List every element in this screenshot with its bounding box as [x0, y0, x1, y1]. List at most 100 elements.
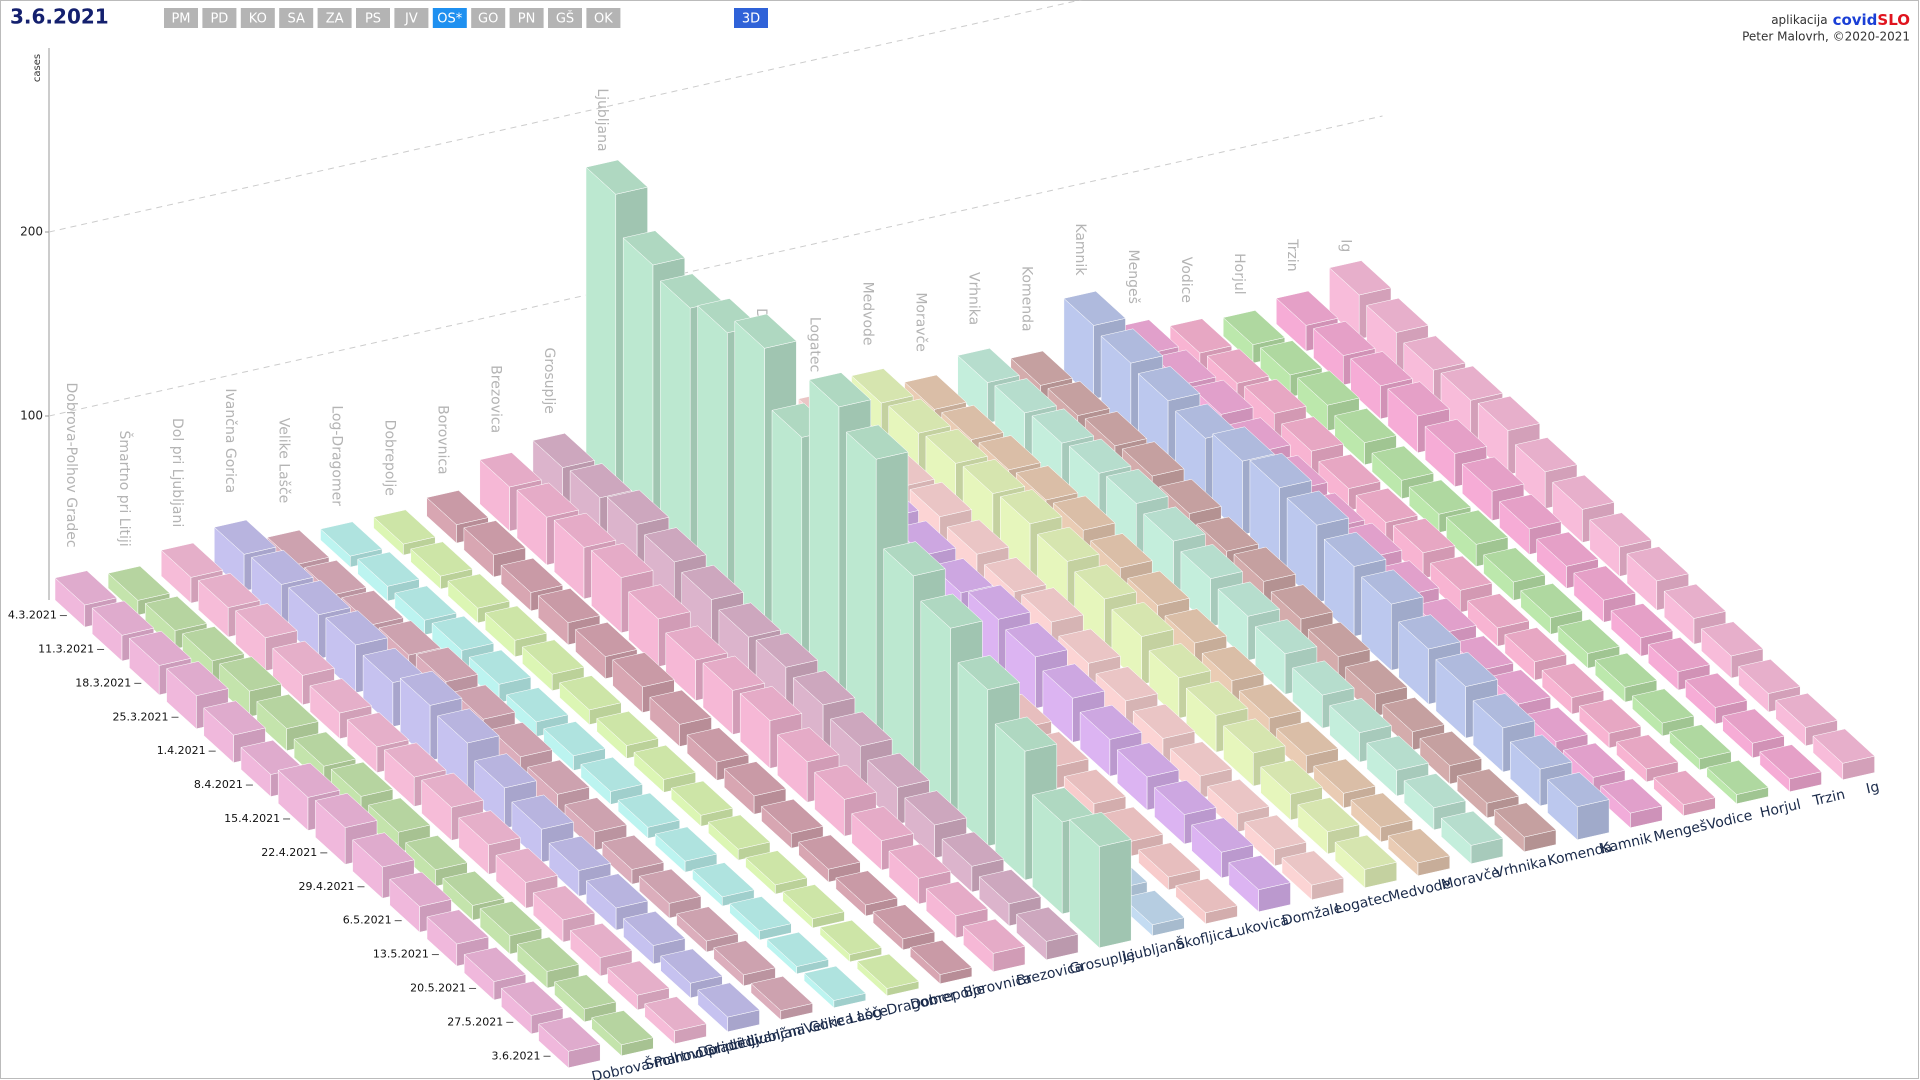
bar-top [755, 632, 819, 668]
bar-top [537, 588, 601, 623]
bar [516, 936, 580, 989]
nav-button[interactable]: OK [586, 8, 621, 28]
nav-button-bg [394, 8, 429, 28]
bar-top [1169, 318, 1233, 354]
bar-top [373, 509, 436, 545]
nav-button-bg [317, 8, 352, 28]
x-tick-label: 22.4.2021 [261, 846, 317, 859]
nav-button-bg [509, 8, 544, 28]
bar-top [1589, 512, 1652, 548]
nav-button[interactable]: SA [279, 8, 314, 28]
bar-top [904, 374, 967, 410]
bar [745, 850, 808, 895]
bar-top [798, 834, 861, 870]
view-toggle[interactable]: 3D [734, 8, 768, 28]
bar-top [1132, 703, 1196, 739]
bar [1600, 778, 1663, 829]
bar-top [782, 884, 845, 920]
bar [691, 862, 755, 907]
nav-button[interactable]: PM [164, 8, 198, 28]
bar-top [1382, 697, 1445, 732]
nav-button[interactable]: PN [509, 8, 544, 28]
bar-top [819, 919, 883, 955]
bar-top [181, 626, 245, 662]
bar [782, 884, 845, 929]
bar-top [569, 463, 633, 499]
bar-top [1573, 565, 1637, 601]
bar-top [999, 489, 1063, 525]
nav-button[interactable]: GO [471, 8, 506, 28]
bar-top [994, 378, 1058, 414]
bar [872, 904, 936, 951]
bar [1669, 724, 1732, 771]
nav-button[interactable]: PD [202, 8, 237, 28]
back-series-label: Dobrepolje [382, 420, 398, 496]
bar [543, 721, 606, 772]
nav-button[interactable]: GŠ [548, 8, 582, 28]
back-series-label: Kamnik [1072, 223, 1088, 276]
bar-top [845, 424, 909, 460]
bar-top [505, 687, 569, 723]
bar-top [1021, 587, 1084, 623]
bar-top [1201, 645, 1265, 681]
bar-top [107, 565, 171, 601]
bar-top [665, 625, 728, 661]
back-series-label: Vrhnika [966, 272, 982, 325]
bar-top [1116, 742, 1180, 778]
bar-top [628, 584, 691, 620]
x-tick-label: 8.4.2021 [194, 778, 243, 791]
bar [538, 1016, 601, 1069]
bar-top [1100, 328, 1164, 364]
view-toggle-bg [734, 8, 768, 28]
bar-top [1137, 366, 1201, 401]
x-tick-label: 11.3.2021 [38, 642, 94, 655]
bar [1175, 878, 1238, 925]
nav-button-label: PD [210, 12, 228, 27]
bar-top [1663, 583, 1727, 619]
bar-top [1445, 509, 1509, 545]
bar-top [415, 647, 479, 682]
nav-button-label: SA [288, 12, 305, 27]
bar-top [670, 780, 734, 816]
bar-top [484, 605, 548, 641]
bar [638, 868, 702, 919]
bar-top [888, 843, 952, 879]
bar-top [1063, 769, 1127, 804]
bar-top [1164, 608, 1228, 644]
bar-top [1169, 741, 1233, 777]
bar-top [500, 980, 564, 1016]
back-series-label: Ljubljana [594, 88, 610, 151]
x-tick-label: 15.4.2021 [224, 812, 280, 825]
brand-covid: covid [1833, 11, 1878, 29]
bar-top [1440, 810, 1504, 846]
bar-top [1514, 437, 1578, 473]
bar-top [1334, 408, 1397, 443]
nav-button[interactable]: OS* [432, 8, 467, 28]
bar-top [479, 901, 543, 936]
bar-top [378, 620, 442, 656]
back-series-label: Horjul [1231, 253, 1247, 295]
bar-top [1456, 768, 1520, 804]
bar-top [1069, 812, 1132, 847]
bar-top [452, 684, 516, 720]
bar-top [389, 871, 452, 907]
nav-button-bg [279, 8, 314, 28]
nav-button[interactable]: JV [394, 8, 429, 28]
back-series-label: Ig [1337, 239, 1353, 252]
bar-top [1068, 438, 1132, 474]
back-series-label: Ivančna Gorica [222, 388, 238, 493]
bar [1631, 688, 1695, 737]
bar-top [1180, 544, 1244, 579]
x-tick-label: 27.5.2021 [447, 1015, 503, 1028]
bar [835, 870, 899, 917]
bar-top [723, 761, 787, 797]
bar-top [1706, 760, 1769, 795]
bar-top [643, 527, 707, 563]
bar-top [1350, 792, 1414, 828]
bar-top [1121, 441, 1185, 477]
bar-top [1350, 351, 1413, 387]
nav-button[interactable]: ZA [317, 8, 352, 28]
nav-button[interactable]: PS [356, 8, 390, 28]
bar-top [1105, 468, 1169, 504]
nav-button[interactable]: KO [240, 8, 275, 28]
